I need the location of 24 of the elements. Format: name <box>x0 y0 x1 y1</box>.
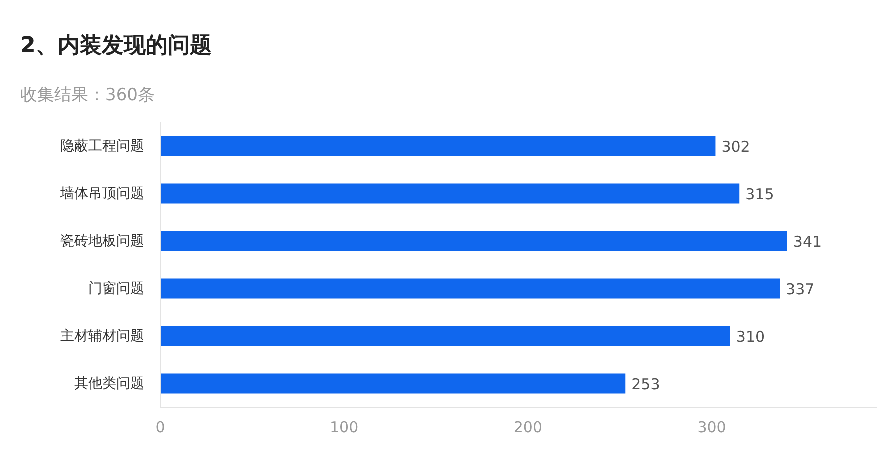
bar <box>160 326 730 346</box>
y-tick-label: 墙体吊顶问题 <box>60 186 144 202</box>
y-tick-label: 瓷砖地板问题 <box>60 233 144 250</box>
data-label: 315 <box>746 185 774 204</box>
bar <box>160 136 716 156</box>
y-tick-label: 门窗问题 <box>88 280 144 297</box>
x-tick-label: 200 <box>514 418 543 436</box>
data-label: 337 <box>786 280 815 298</box>
y-tick-label: 主材辅材问题 <box>60 328 144 344</box>
chart-title: 2、内装发现的问题 <box>20 34 212 58</box>
data-label: 341 <box>793 232 822 251</box>
bar <box>160 374 626 394</box>
chart-subtitle: 收集结果：360条 <box>20 86 155 106</box>
x-tick-label: 300 <box>698 418 726 436</box>
y-tick-label: 隐蔽工程问题 <box>60 138 144 154</box>
y-tick-label: 其他类问题 <box>74 376 144 392</box>
data-label: 310 <box>736 328 766 346</box>
bar <box>160 278 780 299</box>
x-tick-label: 100 <box>330 418 359 436</box>
bar <box>160 184 740 204</box>
data-label: 253 <box>632 375 660 394</box>
x-tick-label: 0 <box>156 418 166 436</box>
bar <box>160 231 788 252</box>
data-label: 302 <box>722 138 750 156</box>
